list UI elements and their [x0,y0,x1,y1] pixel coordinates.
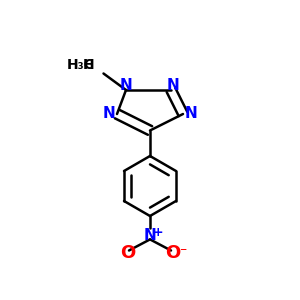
Text: O: O [120,244,135,262]
Text: ⁻: ⁻ [179,245,187,259]
Text: N: N [166,78,179,93]
Text: N: N [144,228,156,243]
Text: N: N [120,78,132,93]
Text: O: O [165,244,180,262]
Text: H₃C: H₃C [67,58,94,71]
Text: +: + [152,226,163,239]
Text: H: H [83,58,94,71]
Text: N: N [184,106,197,122]
Text: N: N [103,106,116,122]
